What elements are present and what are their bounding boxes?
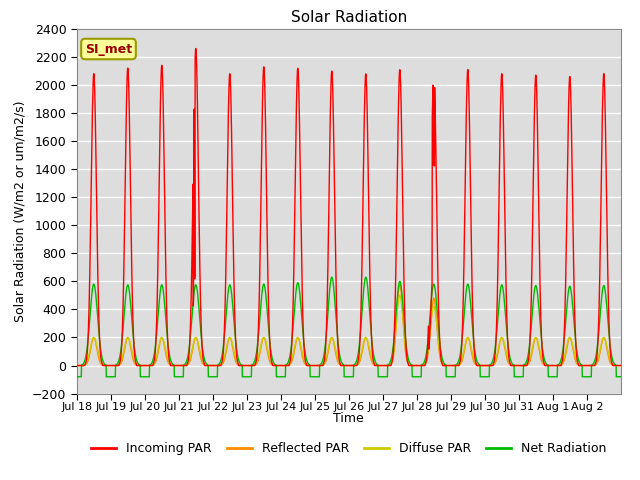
Legend: Incoming PAR, Reflected PAR, Diffuse PAR, Net Radiation: Incoming PAR, Reflected PAR, Diffuse PAR… — [86, 437, 612, 460]
X-axis label: Time: Time — [333, 412, 364, 425]
Text: SI_met: SI_met — [85, 43, 132, 56]
Y-axis label: Solar Radiation (W/m2 or um/m2/s): Solar Radiation (W/m2 or um/m2/s) — [13, 100, 26, 322]
Title: Solar Radiation: Solar Radiation — [291, 10, 407, 25]
